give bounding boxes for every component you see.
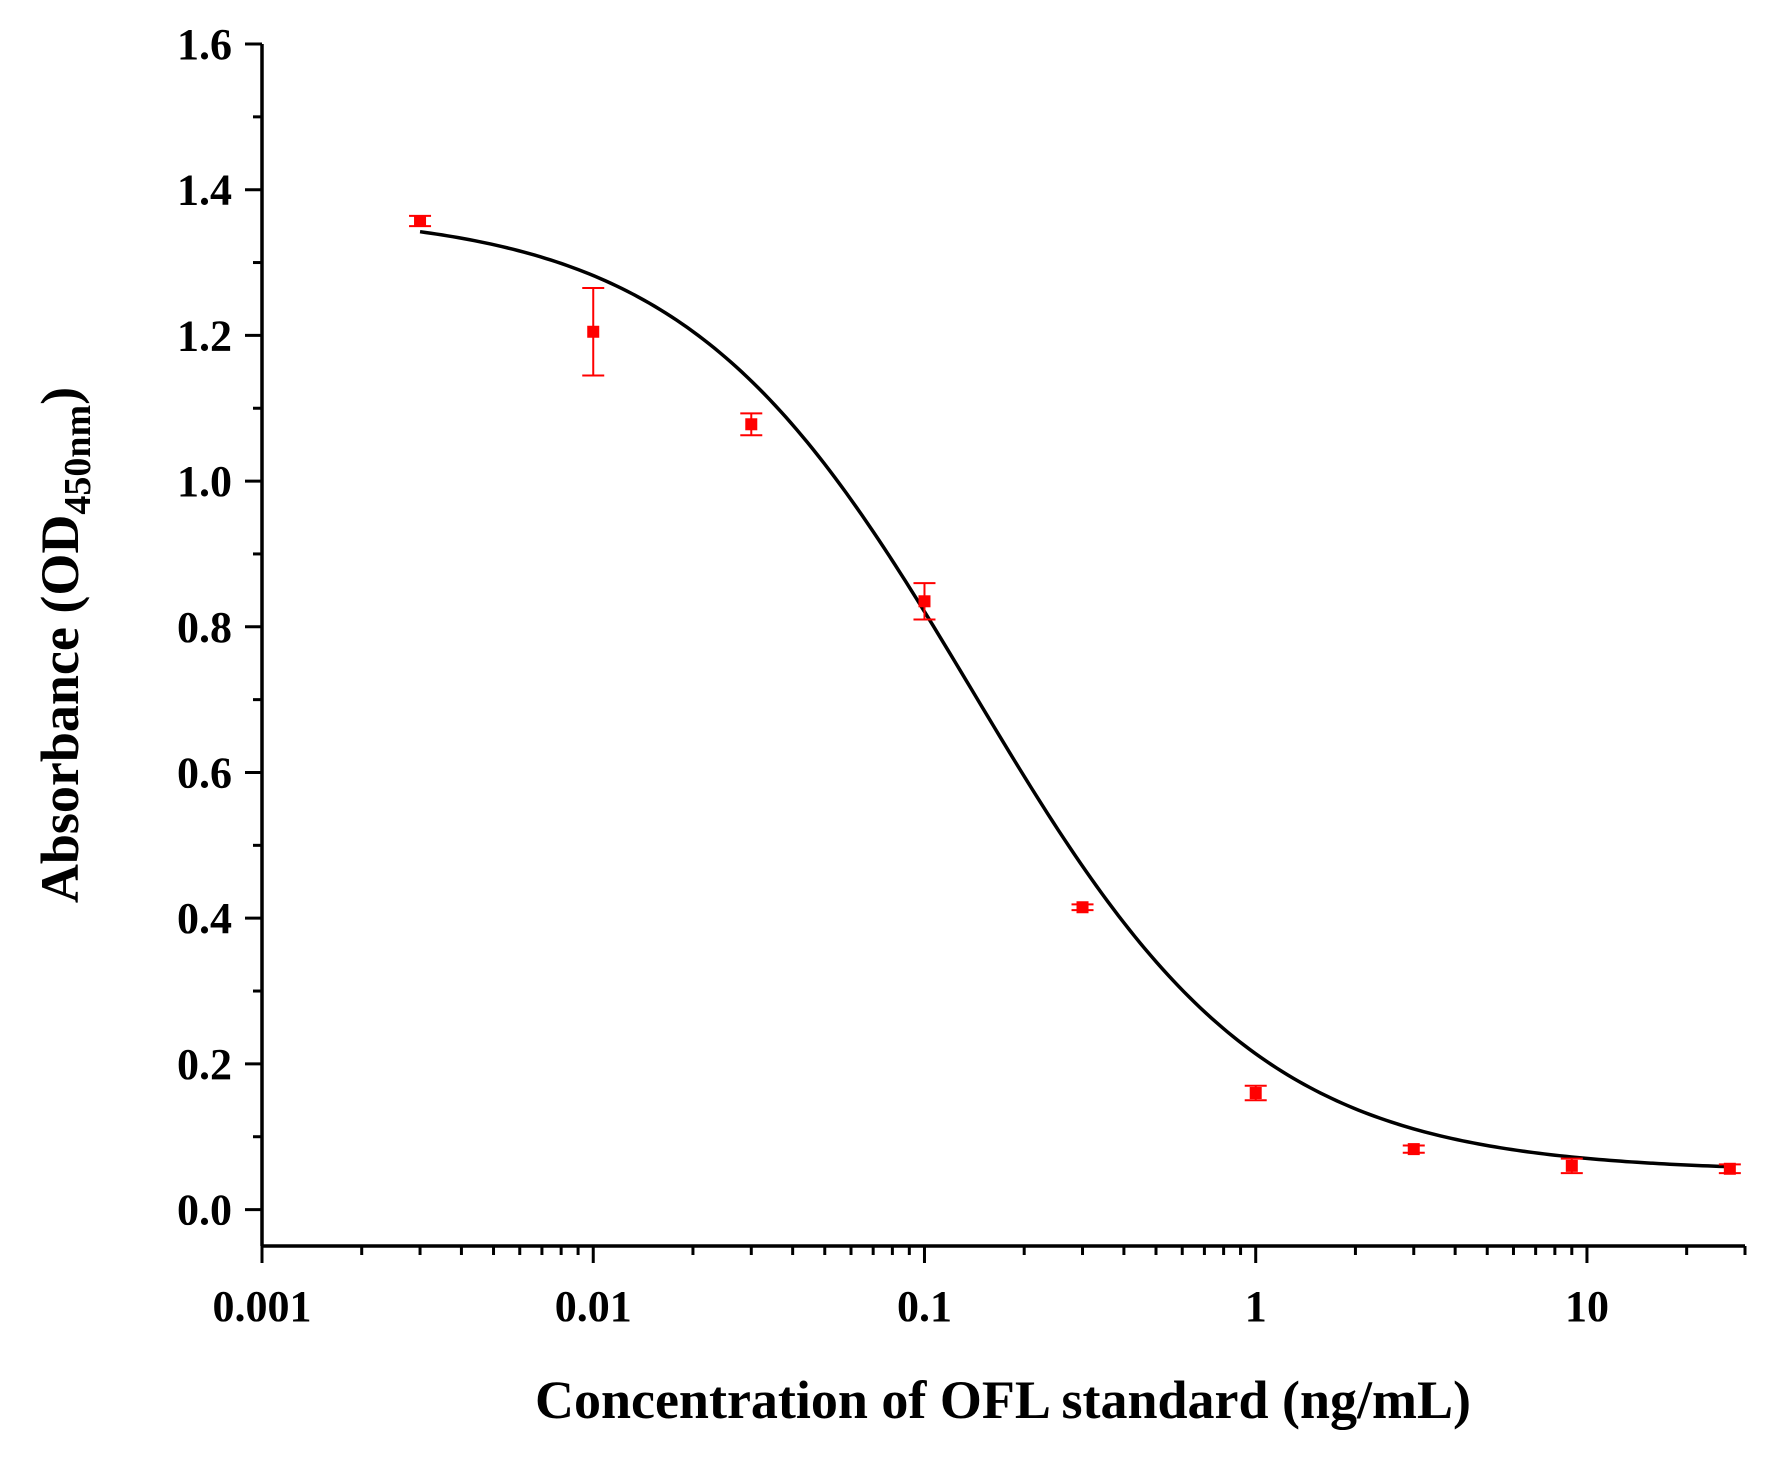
x-tick-label: 1	[1245, 1282, 1267, 1331]
data-point	[740, 412, 763, 437]
fit-curve	[419, 229, 1730, 1169]
data-point-marker	[414, 215, 427, 228]
data-point	[1244, 1084, 1267, 1102]
data-point	[1071, 901, 1094, 914]
y-tick-label: 0.6	[177, 748, 232, 797]
x-tick-label: 0.01	[555, 1282, 632, 1331]
data-point-marker	[1723, 1162, 1736, 1175]
y-tick-label: 1.4	[177, 166, 232, 215]
axes	[260, 44, 1745, 1248]
y-ticks: 0.0 0.2 0.4 0.6 0.8 1.0 1.2 1.4 1.6	[177, 20, 262, 1235]
data-point-marker	[745, 418, 758, 431]
data-point-marker	[1076, 901, 1089, 914]
data-point-marker	[1407, 1143, 1420, 1156]
data-point	[582, 287, 605, 377]
y-axis-title-subscript: 450nm	[57, 405, 99, 515]
y-axis-title-close: )	[30, 387, 90, 405]
data-point	[913, 582, 936, 621]
y-axis-title-main: Absorbance (OD	[30, 515, 90, 904]
y-tick-label: 0.8	[177, 603, 232, 652]
y-tick-label: 1.0	[177, 457, 232, 506]
data-point-marker	[1565, 1159, 1578, 1172]
x-tick-label: 10	[1565, 1282, 1609, 1331]
data-point-marker	[1249, 1087, 1262, 1100]
data-point-marker	[918, 595, 931, 608]
x-axis-title: Concentration of OFL standard (ng/mL)	[535, 1370, 1471, 1430]
x-ticks: 0.001 0.01 0.1 1 10	[213, 1246, 1747, 1331]
y-tick-label: 0.2	[177, 1040, 232, 1089]
data-point	[1560, 1157, 1583, 1175]
y-tick-label: 1.6	[177, 20, 232, 69]
data-point-marker	[587, 325, 600, 338]
data-point	[1718, 1162, 1741, 1175]
data-points	[409, 214, 1741, 1175]
x-tick-label: 0.1	[897, 1282, 952, 1331]
y-tick-label: 1.2	[177, 311, 232, 360]
x-tick-label: 0.001	[213, 1282, 312, 1331]
data-point	[1402, 1143, 1425, 1156]
data-point	[409, 214, 432, 228]
y-tick-label: 0.4	[177, 894, 232, 943]
y-tick-label: 0.0	[177, 1186, 232, 1235]
y-axis-title: Absorbance (OD450nm)	[30, 387, 99, 903]
